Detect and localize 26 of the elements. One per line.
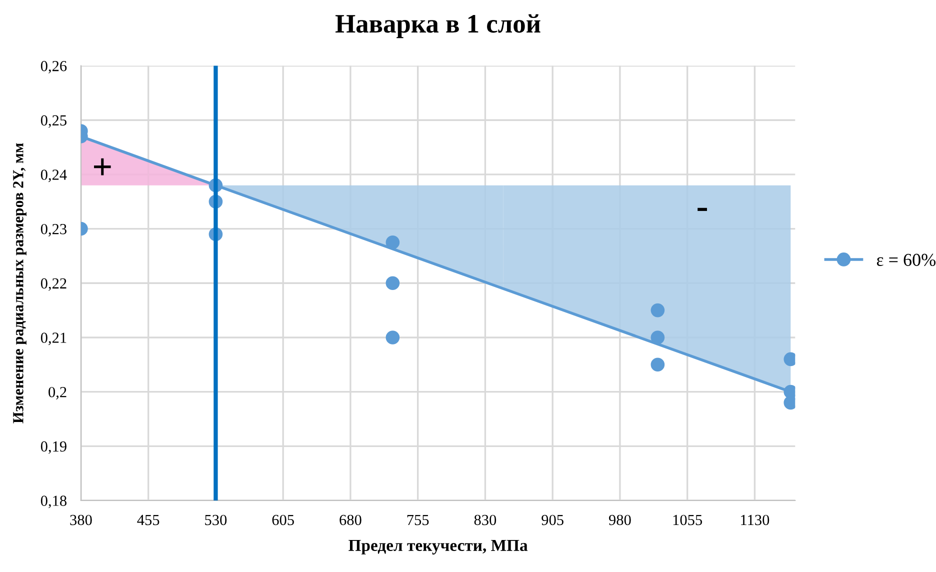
y-tick-label: 0,2 — [48, 386, 66, 400]
y-tick-label: 0,21 — [40, 332, 66, 346]
y-axis-title: Изменение радиальных размеров 2Y, мм — [13, 143, 26, 424]
x-axis-title: Предел текучести, МПа — [348, 540, 528, 554]
x-tick-label: 980 — [608, 514, 631, 526]
x-tick-label: 1130 — [741, 514, 770, 526]
chart-title: Наварка в 1 слой — [335, 14, 540, 38]
annotation: + — [94, 158, 111, 176]
x-tick-label: 680 — [340, 514, 362, 526]
x-tick-label: 380 — [70, 514, 92, 526]
x-tick-label: 455 — [137, 514, 160, 526]
x-tick-label: 755 — [407, 514, 429, 526]
x-tick-label: 605 — [272, 514, 294, 526]
x-tick-label: 1055 — [673, 514, 702, 526]
y-tick-label: 0,25 — [40, 115, 66, 128]
x-tick-label: 530 — [205, 514, 227, 526]
x-tick-label: 905 — [542, 514, 564, 526]
legend-label: ε = 60% — [876, 254, 936, 266]
x-tick-label: 830 — [474, 514, 496, 526]
y-tick-label: 0,23 — [40, 224, 66, 236]
y-tick-label: 0,18 — [40, 496, 66, 508]
y-tick-label: 0,22 — [40, 278, 66, 291]
annotation: - — [698, 208, 707, 211]
y-tick-label: 0,19 — [40, 441, 66, 454]
y-tick-label: 0,26 — [40, 60, 67, 74]
y-tick-label: 0,24 — [40, 170, 67, 182]
